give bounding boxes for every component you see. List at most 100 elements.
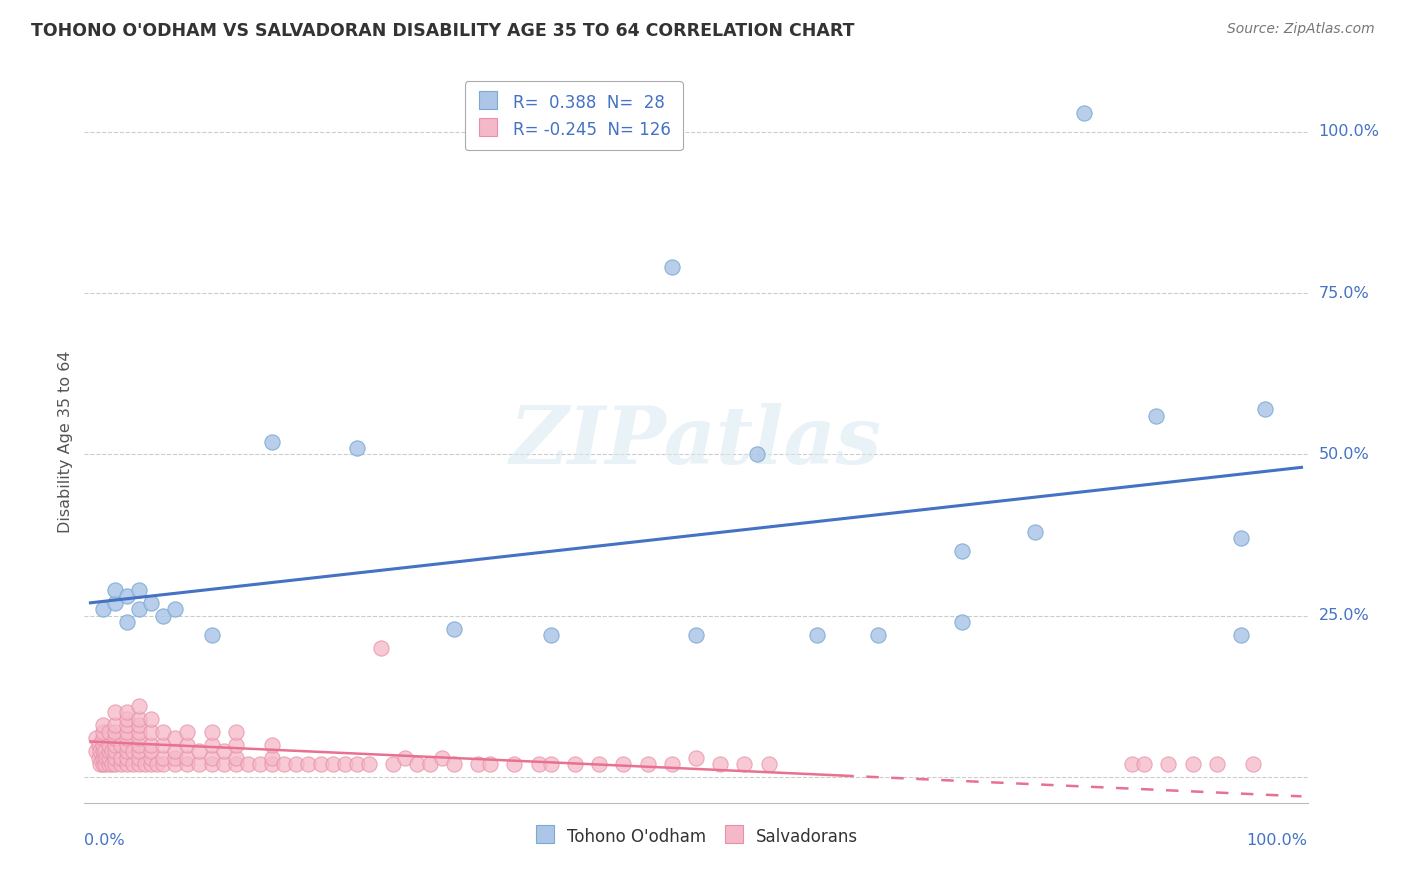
Point: [97, 724, 120, 739]
Point: [91, 750, 114, 764]
Point: [104, 744, 127, 758]
Point: [406, 757, 429, 772]
Point: [115, 757, 138, 772]
Point: [733, 757, 755, 772]
Point: [115, 731, 138, 746]
Point: [139, 712, 162, 726]
Point: [121, 744, 143, 758]
Point: [104, 738, 127, 752]
Point: [128, 724, 150, 739]
Point: [273, 757, 295, 772]
Point: [1254, 402, 1277, 417]
Point: [128, 699, 150, 714]
Text: Source: ZipAtlas.com: Source: ZipAtlas.com: [1227, 22, 1375, 37]
Point: [110, 738, 132, 752]
Point: [661, 757, 683, 772]
Point: [128, 582, 150, 597]
Point: [152, 750, 174, 764]
Point: [115, 615, 138, 630]
Point: [104, 724, 127, 739]
Point: [87, 738, 110, 752]
Point: [467, 757, 489, 772]
Point: [1230, 531, 1253, 545]
Point: [309, 757, 332, 772]
Point: [152, 757, 174, 772]
Point: [91, 757, 114, 772]
Point: [104, 757, 127, 772]
Text: 0.0%: 0.0%: [84, 833, 125, 848]
Point: [104, 750, 127, 764]
Point: [588, 757, 610, 772]
Point: [128, 738, 150, 752]
Point: [661, 260, 683, 275]
Point: [110, 757, 132, 772]
Point: [382, 757, 405, 772]
Point: [91, 718, 114, 732]
Point: [212, 757, 235, 772]
Point: [225, 724, 247, 739]
Point: [91, 744, 114, 758]
Point: [101, 757, 124, 772]
Point: [152, 738, 174, 752]
Point: [104, 582, 127, 597]
Text: ZIPatlas: ZIPatlas: [510, 403, 882, 480]
Point: [1241, 757, 1264, 772]
Point: [564, 757, 586, 772]
Point: [212, 744, 235, 758]
Point: [176, 738, 198, 752]
Point: [104, 731, 127, 746]
Text: TOHONO O'ODHAM VS SALVADORAN DISABILITY AGE 35 TO 64 CORRELATION CHART: TOHONO O'ODHAM VS SALVADORAN DISABILITY …: [31, 22, 855, 40]
Point: [165, 731, 187, 746]
Point: [97, 757, 120, 772]
Point: [1133, 757, 1156, 772]
Point: [188, 744, 211, 758]
Point: [333, 757, 356, 772]
Point: [200, 738, 222, 752]
Point: [115, 738, 138, 752]
Point: [139, 724, 162, 739]
Point: [86, 731, 108, 746]
Point: [249, 757, 271, 772]
Point: [200, 724, 222, 739]
Point: [370, 640, 392, 655]
Point: [1181, 757, 1204, 772]
Point: [176, 757, 198, 772]
Point: [97, 750, 120, 764]
Point: [685, 628, 707, 642]
Legend: Tohono O'odham, Salvadorans: Tohono O'odham, Salvadorans: [527, 821, 865, 852]
Point: [952, 544, 974, 558]
Point: [200, 757, 222, 772]
Point: [952, 615, 974, 630]
Point: [139, 596, 162, 610]
Point: [165, 744, 187, 758]
Point: [866, 628, 889, 642]
Text: 100.0%: 100.0%: [1319, 124, 1379, 139]
Point: [297, 757, 319, 772]
Point: [128, 750, 150, 764]
Point: [176, 750, 198, 764]
Point: [94, 757, 117, 772]
Point: [115, 744, 138, 758]
Point: [637, 757, 659, 772]
Point: [225, 757, 247, 772]
Point: [1205, 757, 1227, 772]
Point: [110, 750, 132, 764]
Point: [139, 757, 162, 772]
Point: [612, 757, 634, 772]
Point: [479, 757, 502, 772]
Point: [139, 750, 162, 764]
Point: [262, 757, 284, 772]
Point: [91, 724, 114, 739]
Text: 25.0%: 25.0%: [1319, 608, 1369, 624]
Y-axis label: Disability Age 35 to 64: Disability Age 35 to 64: [58, 351, 73, 533]
Point: [115, 718, 138, 732]
Point: [430, 750, 453, 764]
Point: [418, 757, 440, 772]
Point: [115, 712, 138, 726]
Point: [758, 757, 780, 772]
Point: [91, 738, 114, 752]
Point: [97, 738, 120, 752]
Point: [101, 744, 124, 758]
Point: [128, 602, 150, 616]
Text: 50.0%: 50.0%: [1319, 447, 1369, 462]
